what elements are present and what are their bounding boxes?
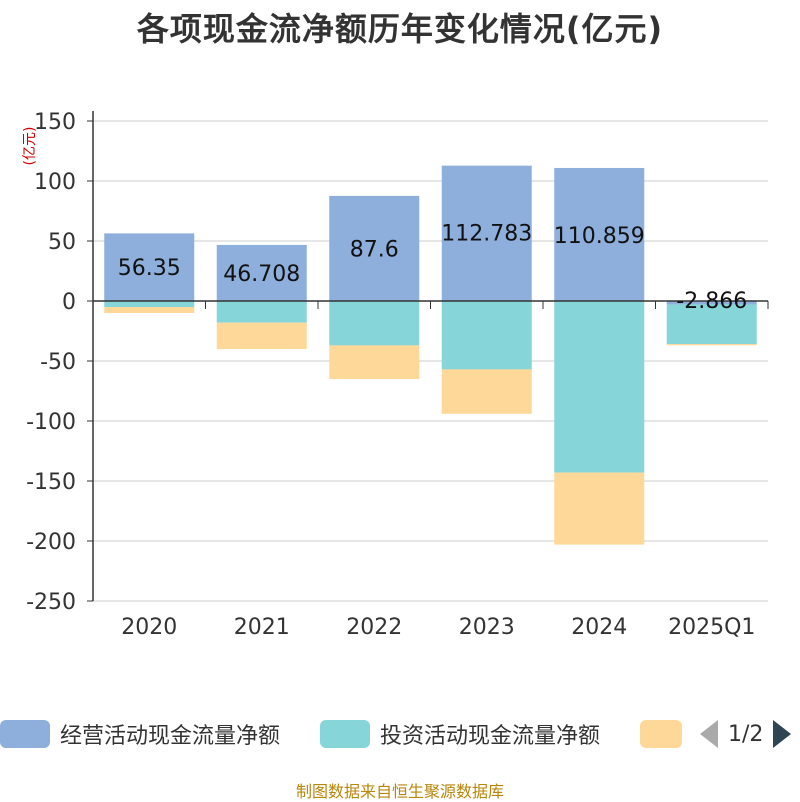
legend-prev-arrow-icon[interactable] bbox=[700, 720, 718, 748]
bar-2023-series-0 bbox=[441, 165, 532, 301]
grid-lines bbox=[93, 120, 768, 602]
axes: 150 100 50 0 -50 -100 -150 -200 -250 2020 2021 2022… bbox=[26, 110, 769, 640]
legend-next-arrow-icon[interactable] bbox=[773, 720, 792, 748]
data-label: 110.859 bbox=[554, 224, 645, 249]
bar-2025Q1-series-0 bbox=[666, 301, 757, 305]
legend-item-operating[interactable]: 经营活动现金流量净额 bbox=[0, 716, 280, 752]
bar-2022-series-0 bbox=[329, 195, 420, 301]
x-tick-label: 2024 bbox=[571, 615, 627, 640]
x-tick-label: 2025Q1 bbox=[668, 615, 755, 640]
legend-item-investing[interactable]: 投资活动现金流量净额 bbox=[320, 716, 600, 752]
y-tick-label: 50 bbox=[48, 230, 76, 255]
y-tick-label: -250 bbox=[26, 590, 76, 615]
data-label: 112.783 bbox=[441, 222, 532, 247]
bar-2025Q1-series-2 bbox=[666, 344, 757, 346]
x-tick-label: 2023 bbox=[459, 615, 515, 640]
y-tick-label: -50 bbox=[40, 350, 76, 375]
data-label: -2.866 bbox=[676, 289, 747, 314]
legend-item-financing[interactable] bbox=[640, 716, 682, 752]
bar-2023-series-1 bbox=[441, 301, 532, 370]
legend: 经营活动现金流量净额 投资活动现金流量净额 1/2 bbox=[0, 716, 800, 756]
bar-2024-series-1 bbox=[554, 301, 645, 473]
data-label: 87.6 bbox=[350, 237, 399, 262]
x-tick-label: 2022 bbox=[346, 615, 402, 640]
bar-2020-series-2 bbox=[104, 307, 195, 313]
legend-swatch-financing bbox=[640, 720, 682, 748]
legend-pager: 1/2 bbox=[700, 716, 792, 752]
bar-chart: 150 100 50 0 -50 -100 -150 -200 -250 2020 2021 2022… bbox=[22, 110, 769, 640]
y-tick-label: -200 bbox=[26, 530, 76, 555]
legend-label-investing: 投资活动现金流量净额 bbox=[380, 724, 601, 749]
bar-2022-series-1 bbox=[329, 301, 420, 346]
data-source-note: 制图数据来自恒生聚源数据库 bbox=[295, 782, 504, 801]
y-tick-label: 0 bbox=[62, 290, 76, 315]
y-tick-label: -100 bbox=[26, 410, 76, 435]
bar-2021-series-2 bbox=[216, 322, 307, 349]
bar-2025Q1-series-1 bbox=[666, 304, 757, 345]
legend-page-indicator: 1/2 bbox=[728, 721, 764, 747]
y-tick-label: 150 bbox=[34, 110, 76, 135]
x-tick-label: 2020 bbox=[121, 615, 177, 640]
bar-series bbox=[104, 165, 757, 545]
bar-2024-series-2 bbox=[554, 472, 645, 545]
data-labels: 56.35 46.708 87.6 112.783 110.859 -2.866 bbox=[118, 222, 747, 314]
legend-swatch-operating bbox=[0, 720, 50, 748]
data-label: 56.35 bbox=[118, 256, 181, 281]
bar-2021-series-0 bbox=[216, 244, 307, 301]
y-tick-label: -150 bbox=[26, 470, 76, 495]
y-axis-unit-label: (亿元) bbox=[22, 127, 38, 166]
legend-label-operating: 经营活动现金流量净额 bbox=[60, 724, 281, 749]
bar-2020-series-1 bbox=[104, 301, 195, 307]
bar-2024-series-0 bbox=[554, 167, 645, 301]
bar-2022-series-2 bbox=[329, 345, 420, 379]
legend-swatch-investing bbox=[320, 720, 370, 748]
bar-2020-series-0 bbox=[104, 233, 195, 301]
x-tick-label: 2021 bbox=[234, 615, 290, 640]
bar-2021-series-1 bbox=[216, 301, 307, 323]
data-label: 46.708 bbox=[223, 262, 300, 287]
chart-title: 各项现金流净额历年变化情况(亿元) bbox=[136, 10, 664, 48]
y-tick-label: 100 bbox=[34, 170, 76, 195]
bar-2023-series-2 bbox=[441, 369, 532, 414]
